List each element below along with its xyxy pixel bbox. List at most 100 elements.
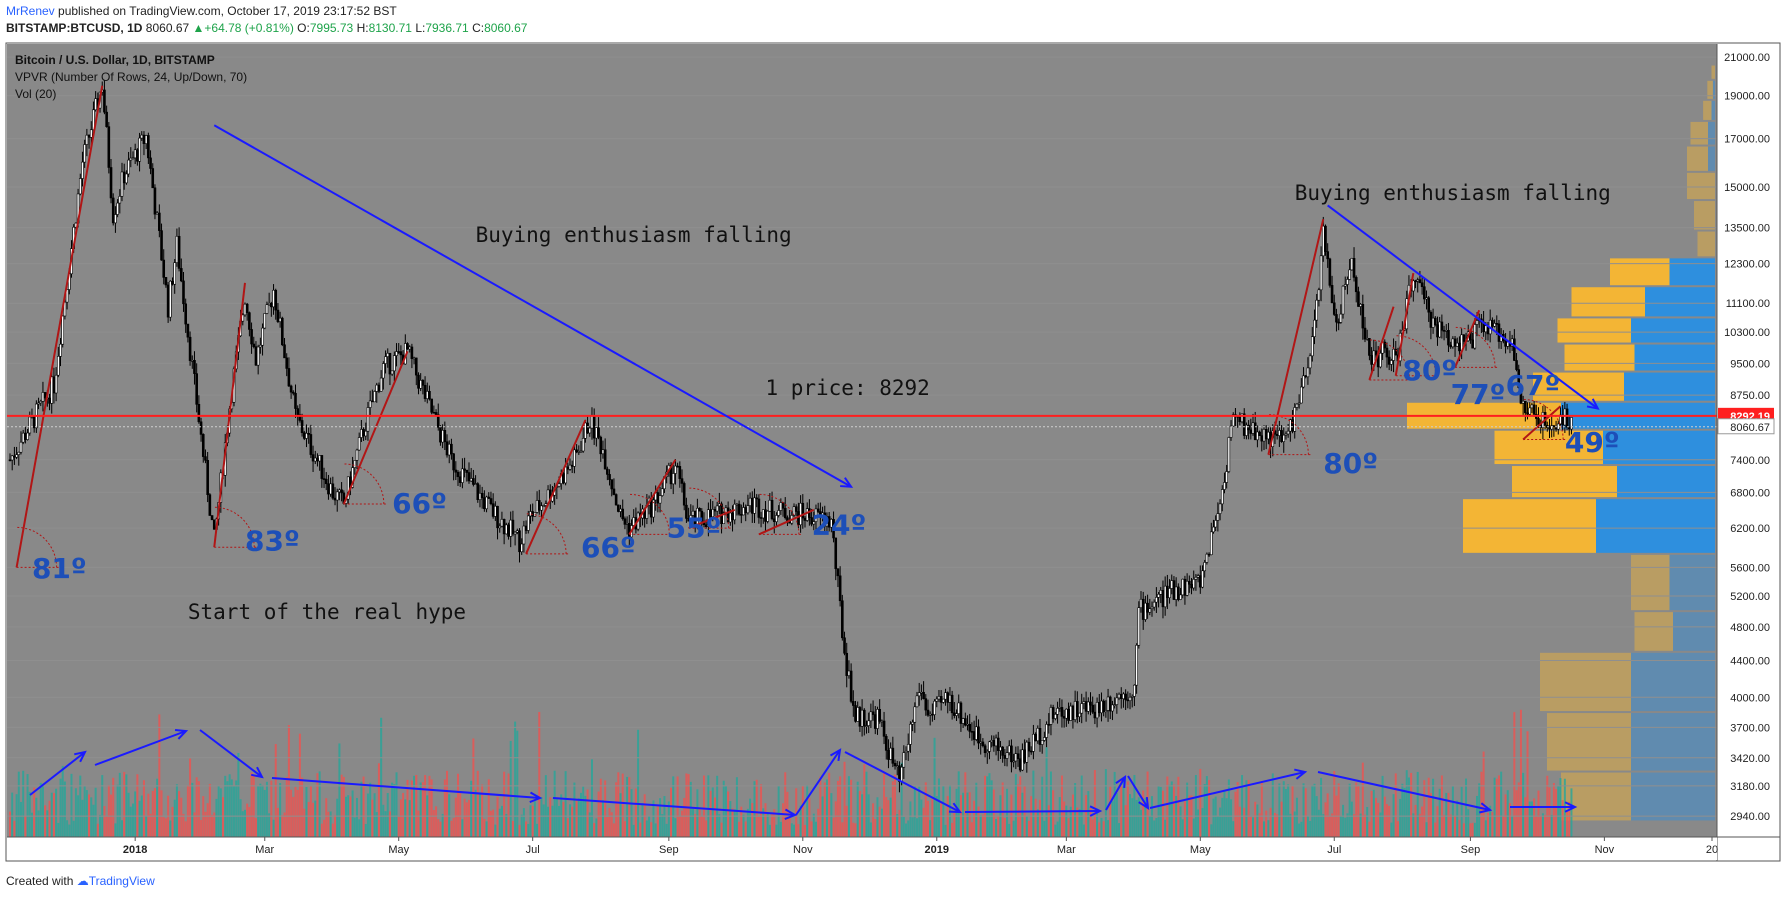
volume-bar (746, 808, 749, 837)
candle-body (1135, 644, 1138, 686)
volume-bar (685, 773, 688, 837)
candle-body (577, 451, 581, 453)
volume-bar (1038, 799, 1041, 837)
candle-body (1016, 753, 1020, 760)
price-axis[interactable] (1717, 44, 1779, 837)
time-tick-label: May (1190, 844, 1211, 856)
candle-body (254, 346, 258, 366)
volume-bar (1533, 798, 1536, 837)
candle-body (1348, 269, 1351, 280)
candle-body (1209, 531, 1213, 556)
volume-bar (773, 809, 776, 837)
angle-label: 49º (1565, 426, 1620, 459)
volume-bar (1410, 772, 1413, 837)
volume-bar (621, 773, 624, 837)
volume-bar (667, 801, 670, 837)
volume-bar (156, 778, 159, 837)
candle-body (810, 517, 813, 525)
volume-bar (1091, 819, 1094, 837)
candle-body (682, 483, 686, 506)
candle-body (1100, 700, 1103, 714)
candle-body (1190, 583, 1193, 589)
candle-body (814, 508, 818, 522)
candle-body (614, 494, 618, 506)
volume-bar (898, 809, 901, 837)
volume-bar (1544, 814, 1547, 837)
candle-body (111, 197, 115, 224)
candle-body (1124, 693, 1127, 701)
volume-bar (353, 817, 356, 837)
volume-bar (652, 800, 655, 837)
volume-bar (268, 813, 271, 837)
angle-label: 66º (392, 487, 447, 520)
candle-body (13, 455, 16, 458)
volume-bar (1144, 798, 1147, 837)
candle-body (116, 202, 119, 215)
volume-bar (645, 820, 648, 837)
volume-bar (1497, 775, 1500, 837)
volume-bar (1089, 808, 1092, 837)
candle-body (979, 741, 982, 744)
volume-bar (450, 820, 453, 837)
volume-bar (648, 816, 651, 837)
volume-bar (153, 788, 156, 837)
candle-body (1304, 375, 1308, 378)
volume-bar (382, 804, 385, 837)
volume-bar (340, 774, 343, 837)
candle-body (474, 483, 477, 485)
candle-body (625, 522, 629, 525)
candle-body (880, 720, 884, 723)
volume-arrow-head (1564, 801, 1578, 813)
volume-bar (59, 778, 62, 837)
candle-body (500, 518, 504, 527)
candle-body (432, 411, 436, 414)
volume-bar (1333, 770, 1336, 837)
candle-body (676, 465, 679, 468)
candle-body (263, 313, 267, 329)
price-tick-label: 6800.00 (1730, 487, 1770, 499)
volume-arrow-head (1089, 805, 1103, 817)
angle-label: 80º (1323, 447, 1378, 480)
candle-body (981, 741, 985, 747)
low-label: L: (415, 21, 426, 35)
volume-bar (1008, 823, 1011, 837)
volume-bar (136, 774, 139, 837)
volume-bar (74, 788, 77, 837)
candle-body (876, 709, 879, 729)
volume-bar (828, 772, 831, 837)
volume-bar (724, 786, 727, 837)
candle-body (777, 510, 780, 516)
volume-bar (586, 789, 589, 837)
candle-body (1060, 707, 1064, 717)
volume-bar (612, 823, 615, 837)
time-axis[interactable] (7, 837, 1717, 860)
volume-bar (1418, 813, 1421, 837)
volume-bar (1170, 781, 1173, 837)
volume-bar (145, 816, 148, 837)
volume-bar (1102, 821, 1105, 837)
volume-bar (325, 798, 328, 837)
vp-bar-down (1631, 318, 1715, 343)
volume-bar (1425, 822, 1428, 837)
candle-body (1289, 419, 1292, 432)
last-price: 8060.67 (145, 21, 190, 35)
candle-body (118, 196, 122, 204)
volume-bar (1526, 731, 1529, 837)
candle-body (362, 429, 365, 437)
volume-bar (617, 772, 620, 837)
volume-bar (424, 775, 427, 837)
candle-body (1335, 314, 1338, 323)
author-link[interactable]: MrRenev (6, 4, 55, 18)
candle-body (1282, 434, 1286, 442)
volume-bar (26, 774, 29, 837)
tradingview-link[interactable]: TradingView (88, 874, 155, 888)
volume-bar (1208, 780, 1211, 837)
trendline (1454, 309, 1481, 368)
tradingview-logo-icon[interactable]: ☁ (76, 874, 89, 888)
price-tick-label: 3420.00 (1730, 753, 1770, 765)
volume-bar (1344, 817, 1347, 837)
candle-body (1519, 387, 1523, 404)
candle-body (1332, 302, 1336, 315)
candle-body (292, 391, 295, 394)
